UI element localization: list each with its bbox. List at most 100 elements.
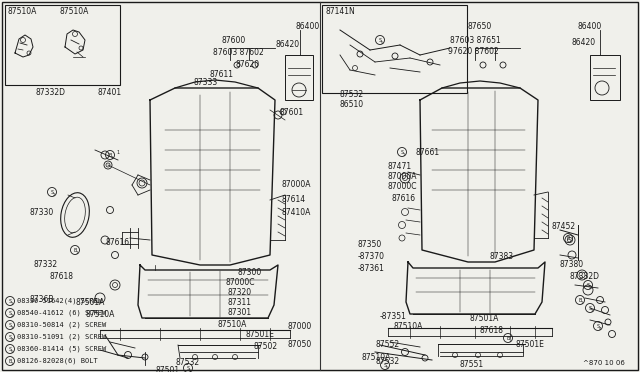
Text: 2: 2 [589, 286, 591, 290]
Text: 87501A: 87501A [470, 314, 499, 323]
Text: 87611: 87611 [209, 70, 233, 79]
Text: 87501: 87501 [155, 366, 179, 372]
Text: 86400: 86400 [295, 22, 319, 31]
Text: 87510A: 87510A [218, 320, 248, 329]
Text: 86420: 86420 [572, 38, 596, 47]
Text: 87532: 87532 [375, 357, 399, 366]
Text: 87380: 87380 [560, 260, 584, 269]
Text: 87000A: 87000A [282, 180, 312, 189]
Text: 4: 4 [10, 338, 13, 342]
Text: 87532: 87532 [175, 358, 199, 367]
Text: 5: 5 [10, 350, 13, 354]
Text: 87401: 87401 [98, 88, 122, 97]
Text: 87510A: 87510A [394, 322, 424, 331]
Text: 87510A: 87510A [8, 7, 37, 16]
Text: 87000C: 87000C [388, 182, 417, 191]
Text: 87141N: 87141N [325, 7, 355, 16]
Text: 87501A: 87501A [75, 298, 104, 307]
Text: -87370: -87370 [358, 252, 385, 261]
Text: 3: 3 [10, 326, 13, 330]
Text: 87502: 87502 [254, 342, 278, 351]
Text: -87361: -87361 [358, 264, 385, 273]
Text: 08330-51642(4) SCREW: 08330-51642(4) SCREW [17, 298, 102, 305]
Text: 87050: 87050 [288, 340, 312, 349]
Text: S: S [588, 306, 591, 311]
Text: 1: 1 [116, 150, 119, 155]
Bar [5, 5, 120, 85]
Text: 4: 4 [598, 327, 601, 331]
Text: 87332D: 87332D [35, 88, 65, 97]
Text: S: S [8, 335, 12, 340]
Text: 2: 2 [52, 193, 55, 197]
Text: 87000C: 87000C [225, 278, 255, 287]
Text: 87332D: 87332D [570, 272, 600, 281]
Text: S: S [8, 347, 12, 352]
Text: S: S [378, 38, 381, 43]
Text: 87603 87651: 87603 87651 [450, 36, 500, 45]
Text: S: S [401, 150, 404, 155]
Text: 87330: 87330 [30, 208, 54, 217]
Text: 87603 87602: 87603 87602 [213, 48, 264, 57]
Text: 87452: 87452 [552, 222, 576, 231]
Text: S: S [51, 190, 54, 195]
Text: 87510A: 87510A [362, 353, 392, 362]
Text: 87000: 87000 [288, 322, 312, 331]
Text: 08360-81414 (5) SCREW: 08360-81414 (5) SCREW [17, 346, 106, 353]
Text: 87661: 87661 [415, 148, 439, 157]
Text: 1: 1 [580, 301, 583, 305]
Text: 97620 87602: 97620 87602 [448, 47, 499, 56]
Text: 87311: 87311 [228, 298, 252, 307]
Text: S: S [586, 283, 589, 288]
Text: 86400: 86400 [578, 22, 602, 31]
Text: 08310-51091 (2) SCREW: 08310-51091 (2) SCREW [17, 334, 106, 340]
Text: B: B [8, 359, 12, 364]
Text: S: S [596, 324, 600, 329]
Text: 5: 5 [189, 369, 191, 372]
Text: 87552: 87552 [375, 340, 399, 349]
Text: 87551: 87551 [460, 360, 484, 369]
Text: 87410A: 87410A [282, 208, 312, 217]
Text: 1: 1 [111, 156, 113, 160]
Text: S: S [8, 299, 12, 304]
Text: B: B [566, 236, 570, 241]
Text: 87510A: 87510A [85, 310, 115, 319]
Text: 87333: 87333 [193, 78, 217, 87]
Text: 86420: 86420 [275, 40, 299, 49]
Text: 87350: 87350 [358, 240, 382, 249]
Bar [285, 55, 313, 100]
Bar [322, 5, 467, 93]
Text: S: S [8, 323, 12, 328]
Text: 87620: 87620 [236, 60, 260, 69]
Text: 08310-50814 (2) SCREW: 08310-50814 (2) SCREW [17, 322, 106, 328]
Text: 87000A: 87000A [388, 172, 417, 181]
Text: 87300: 87300 [238, 268, 262, 277]
Text: B: B [108, 153, 112, 158]
Text: 87614: 87614 [282, 195, 306, 204]
Text: 08540-41612 (6) SCREW: 08540-41612 (6) SCREW [17, 310, 106, 317]
Text: 87616: 87616 [105, 238, 129, 247]
Text: 87650: 87650 [468, 22, 492, 31]
Text: 87532: 87532 [340, 90, 364, 99]
Text: 87301: 87301 [228, 308, 252, 317]
Text: 1: 1 [403, 153, 405, 157]
Text: 8736B: 8736B [30, 295, 54, 304]
Text: 87600: 87600 [222, 36, 246, 45]
Text: 1: 1 [76, 251, 78, 255]
Text: S: S [383, 363, 387, 368]
Text: 1: 1 [11, 362, 13, 366]
Text: 1: 1 [10, 302, 13, 306]
Text: 5: 5 [381, 41, 383, 45]
Text: 87601: 87601 [280, 108, 304, 117]
Text: 87501E: 87501E [245, 330, 274, 339]
Text: 87320: 87320 [228, 288, 252, 297]
Text: 87616: 87616 [392, 194, 416, 203]
Text: 3: 3 [591, 309, 593, 313]
Text: 87501E: 87501E [515, 340, 544, 349]
Text: B: B [74, 248, 77, 253]
Text: 1: 1 [569, 239, 572, 243]
Text: 87471: 87471 [388, 162, 412, 171]
Text: 08126-82028(6) BOLT: 08126-82028(6) BOLT [17, 358, 98, 365]
Text: 2: 2 [10, 314, 13, 318]
Text: 87618: 87618 [50, 272, 74, 281]
Text: 87618: 87618 [480, 326, 504, 335]
